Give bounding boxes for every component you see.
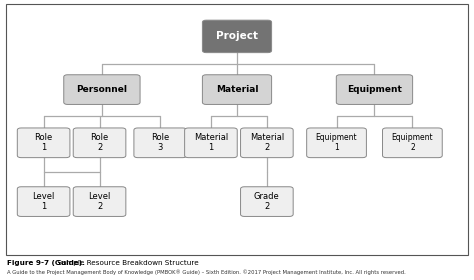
- Text: Role
3: Role 3: [151, 133, 169, 153]
- Text: Role
2: Role 2: [91, 133, 109, 153]
- Text: Equipment: Equipment: [347, 85, 402, 94]
- FancyBboxPatch shape: [307, 128, 366, 158]
- FancyBboxPatch shape: [202, 75, 272, 104]
- Text: Grade
2: Grade 2: [254, 192, 280, 211]
- FancyBboxPatch shape: [73, 187, 126, 216]
- FancyBboxPatch shape: [17, 128, 70, 158]
- Text: Project: Project: [216, 31, 258, 41]
- FancyBboxPatch shape: [240, 128, 293, 158]
- FancyBboxPatch shape: [17, 187, 70, 216]
- Text: Level
2: Level 2: [88, 192, 111, 211]
- FancyBboxPatch shape: [202, 20, 272, 53]
- Text: Material
1: Material 1: [194, 133, 228, 153]
- FancyBboxPatch shape: [336, 75, 412, 104]
- FancyBboxPatch shape: [185, 128, 237, 158]
- Text: Level
1: Level 1: [32, 192, 55, 211]
- Text: Equipment
1: Equipment 1: [316, 133, 357, 153]
- FancyBboxPatch shape: [73, 128, 126, 158]
- Text: A Guide to the Project Management Body of Knowledge (PMBOK® Guide) – Sixth Editi: A Guide to the Project Management Body o…: [7, 269, 406, 275]
- FancyBboxPatch shape: [240, 187, 293, 216]
- Text: Sample Resource Breakdown Structure: Sample Resource Breakdown Structure: [55, 260, 198, 266]
- Text: Personnel: Personnel: [76, 85, 128, 94]
- Text: Role
1: Role 1: [35, 133, 53, 153]
- FancyBboxPatch shape: [64, 75, 140, 104]
- FancyBboxPatch shape: [383, 128, 442, 158]
- Text: Material: Material: [216, 85, 258, 94]
- Text: Figure 9-7 (Guide).: Figure 9-7 (Guide).: [7, 260, 85, 266]
- Text: Material
2: Material 2: [250, 133, 284, 153]
- Text: Equipment
2: Equipment 2: [392, 133, 433, 153]
- FancyBboxPatch shape: [134, 128, 186, 158]
